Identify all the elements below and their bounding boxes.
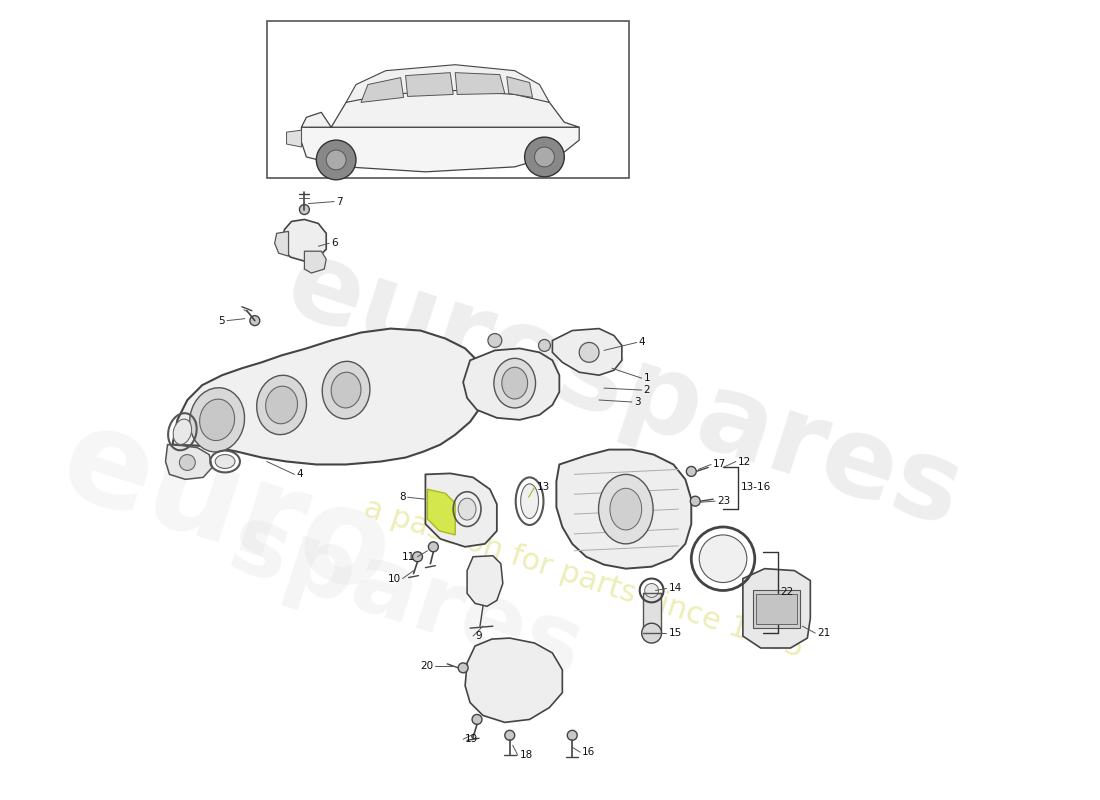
Text: 6: 6 bbox=[331, 238, 338, 248]
Ellipse shape bbox=[502, 367, 528, 399]
Text: 17: 17 bbox=[713, 459, 726, 470]
Ellipse shape bbox=[173, 419, 191, 445]
Text: 20: 20 bbox=[420, 661, 433, 671]
Bar bbox=[266, 21, 629, 178]
Ellipse shape bbox=[199, 399, 234, 441]
Polygon shape bbox=[305, 251, 327, 273]
Text: 8: 8 bbox=[399, 492, 406, 502]
Text: 23: 23 bbox=[717, 496, 730, 506]
Text: 9: 9 bbox=[475, 631, 482, 641]
Circle shape bbox=[250, 316, 260, 326]
Circle shape bbox=[428, 542, 438, 552]
Bar bbox=[642, 594, 660, 633]
Text: 1: 1 bbox=[644, 373, 650, 383]
Bar bbox=[756, 594, 798, 624]
Polygon shape bbox=[465, 638, 562, 722]
Polygon shape bbox=[301, 127, 580, 172]
Circle shape bbox=[412, 552, 422, 562]
Polygon shape bbox=[742, 569, 811, 648]
Circle shape bbox=[459, 663, 469, 673]
Circle shape bbox=[299, 205, 309, 214]
Circle shape bbox=[539, 339, 550, 351]
Polygon shape bbox=[557, 450, 691, 569]
Polygon shape bbox=[165, 445, 212, 479]
Text: 11: 11 bbox=[403, 552, 416, 562]
Circle shape bbox=[580, 342, 600, 362]
Text: 10: 10 bbox=[387, 574, 400, 583]
Text: 21: 21 bbox=[817, 628, 830, 638]
Ellipse shape bbox=[598, 474, 653, 544]
Text: 14: 14 bbox=[669, 583, 682, 594]
Polygon shape bbox=[301, 81, 580, 127]
Circle shape bbox=[317, 140, 356, 180]
Text: 22: 22 bbox=[781, 587, 794, 598]
Text: 12: 12 bbox=[738, 457, 751, 466]
Polygon shape bbox=[426, 474, 497, 547]
Circle shape bbox=[472, 714, 482, 724]
Circle shape bbox=[488, 334, 502, 347]
Text: 13-16: 13-16 bbox=[741, 482, 771, 492]
Circle shape bbox=[641, 623, 661, 643]
Polygon shape bbox=[455, 73, 505, 94]
Polygon shape bbox=[346, 65, 549, 102]
Text: spares: spares bbox=[218, 498, 593, 699]
Text: 3: 3 bbox=[634, 397, 640, 407]
Text: eurospares: eurospares bbox=[273, 230, 975, 550]
Ellipse shape bbox=[216, 454, 235, 469]
Text: 7: 7 bbox=[337, 197, 343, 206]
Circle shape bbox=[179, 454, 196, 470]
Polygon shape bbox=[552, 329, 622, 375]
Ellipse shape bbox=[609, 488, 641, 530]
Polygon shape bbox=[275, 231, 288, 256]
Polygon shape bbox=[361, 78, 404, 102]
Ellipse shape bbox=[266, 386, 297, 424]
Text: 2: 2 bbox=[644, 385, 650, 395]
Ellipse shape bbox=[331, 372, 361, 408]
Polygon shape bbox=[463, 349, 560, 420]
Circle shape bbox=[525, 137, 564, 177]
Polygon shape bbox=[468, 556, 503, 606]
Circle shape bbox=[568, 730, 578, 740]
Circle shape bbox=[327, 150, 346, 170]
Ellipse shape bbox=[322, 362, 370, 419]
Text: 4: 4 bbox=[639, 338, 646, 347]
Text: 4: 4 bbox=[297, 470, 304, 479]
Circle shape bbox=[691, 496, 701, 506]
Ellipse shape bbox=[256, 375, 307, 434]
Circle shape bbox=[535, 147, 554, 167]
Polygon shape bbox=[282, 219, 327, 261]
Text: a passion for parts since 1985: a passion for parts since 1985 bbox=[361, 494, 807, 663]
Ellipse shape bbox=[520, 484, 539, 518]
Text: 15: 15 bbox=[669, 628, 682, 638]
Polygon shape bbox=[287, 130, 301, 147]
Text: 5: 5 bbox=[219, 316, 225, 326]
Ellipse shape bbox=[494, 358, 536, 408]
Text: 18: 18 bbox=[519, 750, 532, 760]
Polygon shape bbox=[507, 77, 532, 98]
Polygon shape bbox=[173, 329, 485, 465]
Circle shape bbox=[686, 466, 696, 476]
Circle shape bbox=[645, 583, 659, 598]
Ellipse shape bbox=[189, 388, 244, 452]
Polygon shape bbox=[406, 73, 453, 97]
Ellipse shape bbox=[459, 498, 476, 520]
Text: euro: euro bbox=[46, 396, 408, 622]
Polygon shape bbox=[428, 490, 455, 535]
Text: 19: 19 bbox=[465, 734, 478, 744]
Text: 13: 13 bbox=[537, 482, 550, 492]
Circle shape bbox=[505, 730, 515, 740]
Circle shape bbox=[700, 535, 747, 582]
Bar bbox=[752, 590, 801, 628]
Text: 16: 16 bbox=[582, 747, 595, 757]
